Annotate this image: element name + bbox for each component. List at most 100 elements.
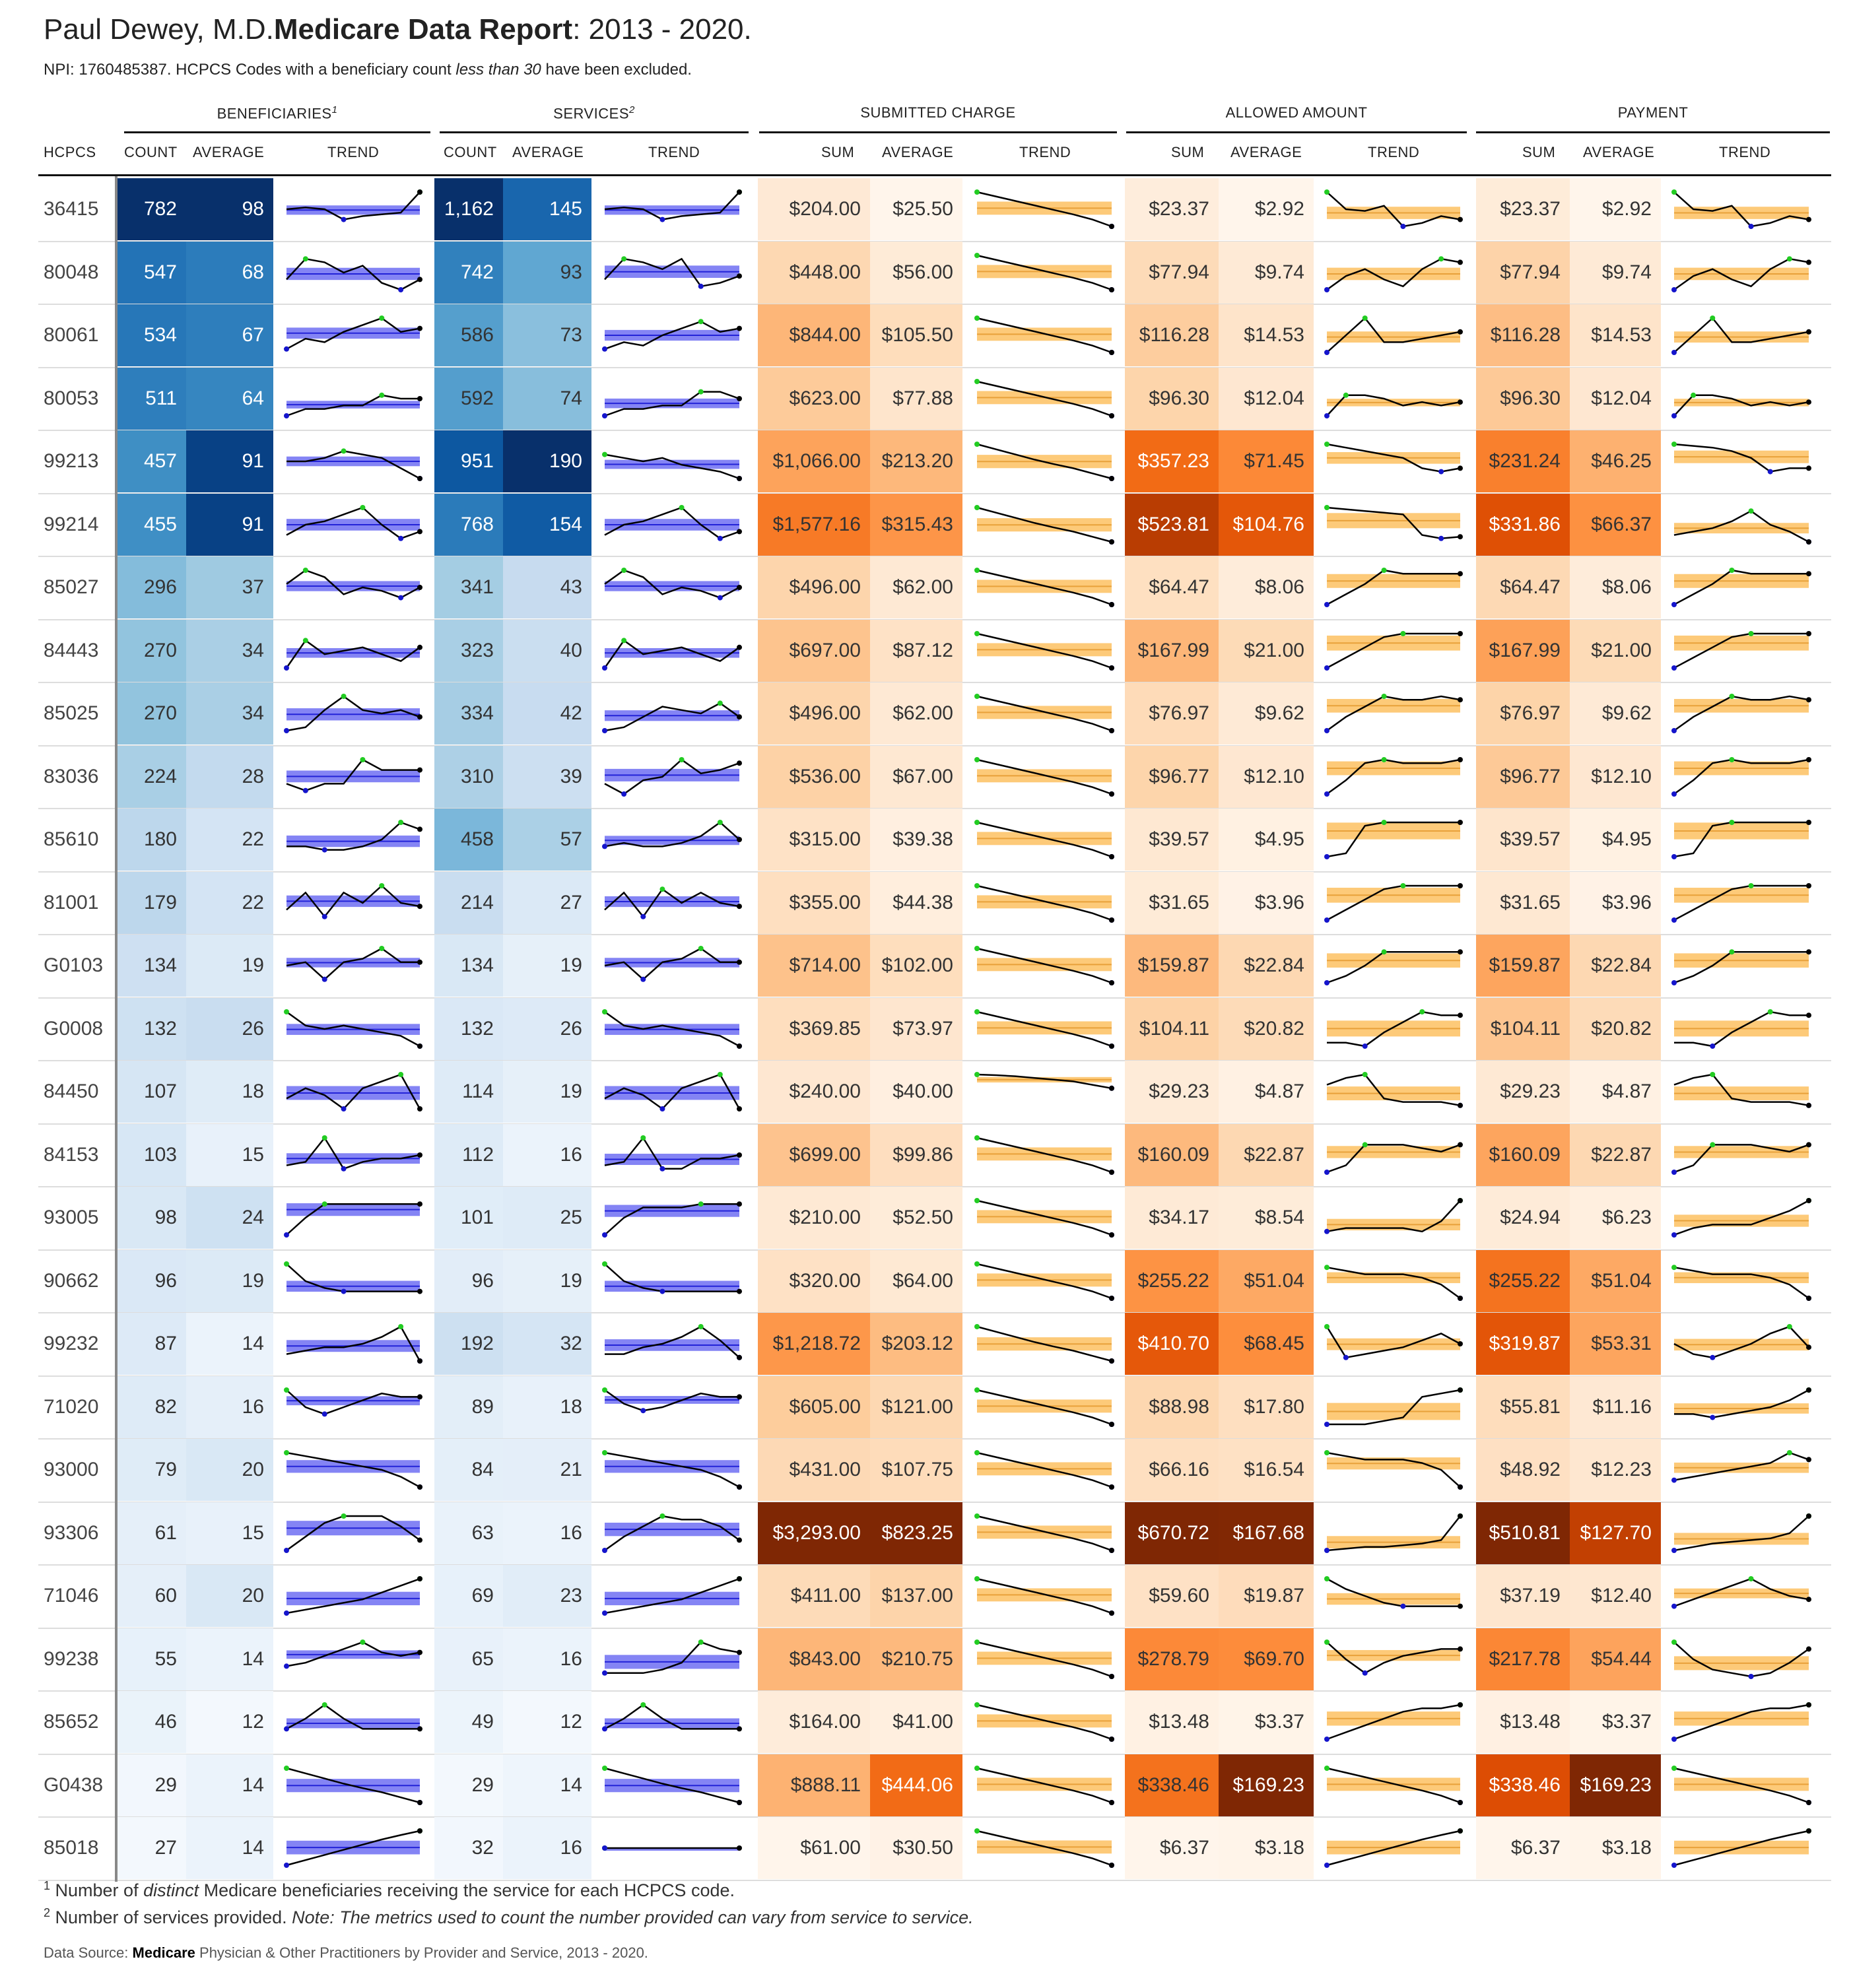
ben-avg-cell: 67 [186, 304, 273, 366]
trend-min-dot [1343, 1354, 1349, 1360]
col-sub-trend: TREND [1019, 144, 1071, 160]
trend-last-dot [737, 1726, 742, 1732]
sub-sum-cell: $623.00 [758, 367, 870, 430]
trend-line [286, 1577, 421, 1614]
pay-sum-cell: $231.24 [1476, 430, 1570, 492]
trend-max-dot [379, 882, 385, 888]
sub-sum-cell: $210.00 [758, 1187, 870, 1249]
trend-max-dot [1362, 315, 1368, 321]
trend-line [1673, 1199, 1809, 1236]
allow-trend-sparkline [1324, 1576, 1463, 1609]
trend-min-dot [640, 913, 646, 919]
trend-line [976, 1641, 1112, 1677]
trend-max-dot [1362, 1072, 1368, 1077]
trend-line [286, 758, 420, 791]
svc-count-cell: 592 [434, 367, 503, 430]
pay-avg-cell: $8.06 [1570, 556, 1661, 618]
trend-last-dot [1109, 665, 1114, 671]
trend-max-dot [602, 1009, 607, 1014]
ben-avg-cell: 12 [186, 1691, 273, 1753]
sub-trend-sparkline [974, 882, 1114, 923]
trend-line [1673, 1451, 1809, 1481]
svc-count-cell: 951 [434, 430, 503, 492]
trend-max-dot [1324, 1576, 1329, 1581]
trend-last-dot [1109, 1358, 1114, 1364]
pay-trend-sparkline [1671, 694, 1811, 733]
allow-sum-cell: $160.09 [1125, 1123, 1219, 1186]
trend-last-dot [1458, 1102, 1463, 1108]
trend-min-dot [640, 1407, 646, 1413]
pay-avg-cell: $12.04 [1570, 367, 1661, 430]
sub-sum-cell: $3,293.00 [758, 1502, 870, 1564]
ben-avg-cell: 22 [186, 871, 273, 934]
trend-min-dot [659, 1166, 665, 1172]
hcpcs-code: 36415 [44, 198, 99, 220]
hcpcs-code: 84443 [44, 639, 99, 661]
ben-trend-sparkline [286, 820, 422, 853]
svc-trend-sparkline [602, 1387, 742, 1413]
trend-last-dot [1458, 1341, 1463, 1346]
trend-max-dot [1671, 442, 1677, 447]
trend-min-dot [284, 1726, 289, 1732]
allow-avg-cell: $8.54 [1219, 1187, 1314, 1249]
footnote-2: 2 Number of services provided. Note: The… [44, 1906, 974, 1928]
sub-trend-sparkline [974, 1387, 1114, 1427]
allow-trend-sparkline [1324, 442, 1463, 475]
trend-last-dot [1109, 1169, 1114, 1175]
trend-line [604, 1011, 740, 1047]
sub-trend-sparkline [974, 189, 1114, 229]
allow-avg-cell: $9.62 [1219, 682, 1314, 745]
trend-line [1673, 1641, 1809, 1677]
trend-last-dot [1806, 1513, 1811, 1519]
ben-trend-sparkline [286, 568, 422, 601]
ben-count-cell: 296 [118, 556, 186, 618]
ben-trend-sparkline [284, 1513, 422, 1553]
trend-max-dot [1729, 568, 1735, 573]
trend-min-dot [659, 1106, 665, 1111]
trend-max-dot [284, 1387, 289, 1393]
trend-max-dot [360, 504, 366, 510]
hcpcs-code: G0438 [44, 1773, 104, 1796]
ben-trend-sparkline [284, 392, 422, 418]
ben-count-cell: 534 [118, 304, 186, 366]
trend-last-dot [737, 585, 742, 590]
trend-max-dot [1729, 949, 1735, 955]
sub-trend-sparkline [974, 568, 1114, 607]
trend-last-dot [1806, 1597, 1811, 1603]
hcpcs-code: 90662 [44, 1269, 99, 1292]
trend-line [286, 317, 421, 350]
trend-last-dot [1109, 1673, 1114, 1679]
hcpcs-code: 71020 [44, 1395, 99, 1418]
trend-max-dot [321, 1702, 327, 1707]
trend-line [976, 254, 1112, 290]
allow-sum-cell: $6.37 [1125, 1817, 1219, 1879]
svc-trend-sparkline [602, 1450, 742, 1490]
trend-min-dot [1324, 1169, 1329, 1175]
ben-trend-sparkline [284, 1201, 422, 1238]
trend-min-dot [284, 1663, 289, 1669]
trend-max-dot [974, 315, 980, 321]
allow-sum-cell: $76.97 [1125, 682, 1219, 745]
pay-avg-cell: $22.84 [1570, 935, 1661, 997]
trend-min-dot [602, 1726, 607, 1732]
trend-line [604, 1451, 740, 1488]
sub-avg-cell: $30.50 [870, 1817, 962, 1879]
sub-sum-cell: $888.11 [758, 1754, 870, 1816]
ben-count-cell: 27 [118, 1817, 186, 1879]
ben-count-cell: 55 [118, 1628, 186, 1690]
ben-trend-sparkline [286, 1072, 422, 1111]
pay-sum-cell: $104.11 [1476, 997, 1570, 1060]
trend-min-dot [1671, 1603, 1677, 1609]
trend-min-dot [1324, 1737, 1329, 1742]
sub-avg-cell: $56.00 [870, 241, 962, 304]
trend-min-dot [1324, 1863, 1329, 1868]
trend-line [1673, 569, 1809, 606]
trend-line [1326, 1830, 1461, 1867]
ben-avg-cell: 15 [186, 1502, 273, 1564]
svc-avg-cell: 93 [503, 241, 591, 304]
trend-line [976, 1577, 1112, 1614]
trend-max-dot [621, 568, 627, 573]
trend-max-dot [1324, 1324, 1329, 1329]
allow-sum-cell: $23.37 [1125, 178, 1219, 240]
trend-line [604, 506, 740, 539]
